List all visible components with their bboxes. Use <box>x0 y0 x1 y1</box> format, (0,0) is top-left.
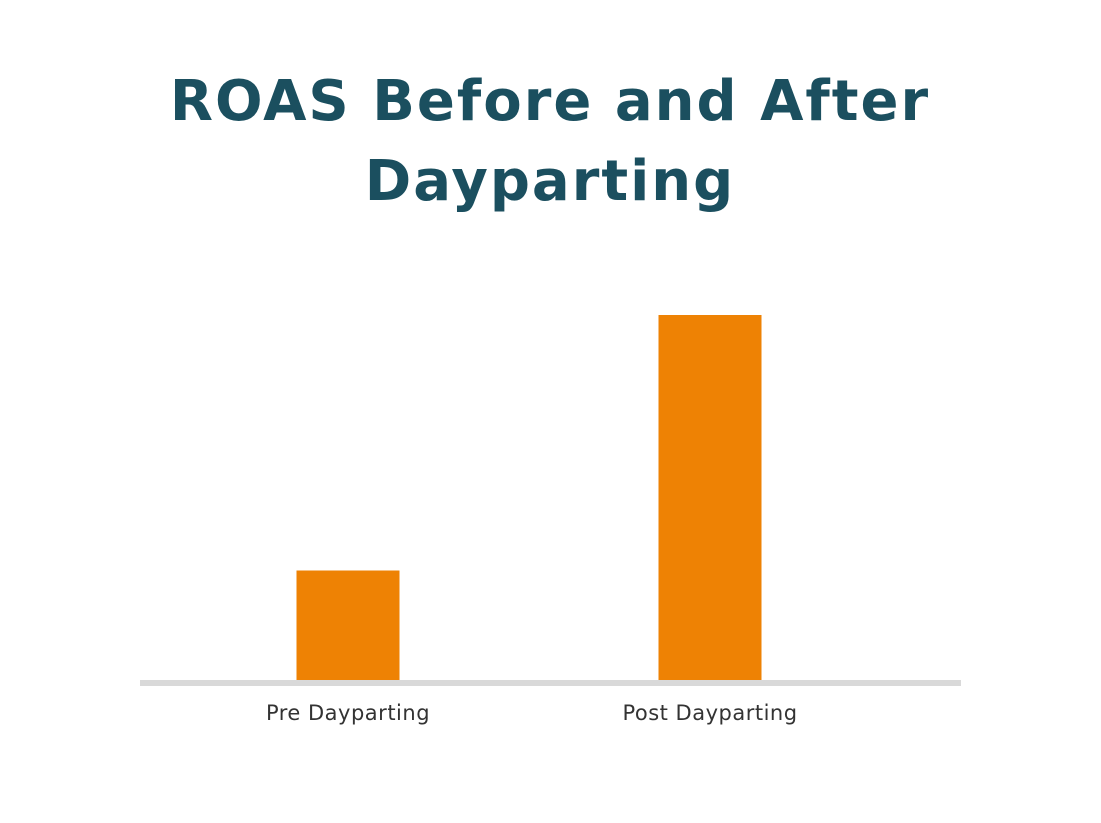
bar <box>658 315 762 680</box>
x-tick-label: Post Dayparting <box>622 701 797 725</box>
chart-title: ROAS Before and After Dayparting <box>169 69 931 214</box>
x-tick-label: Pre Dayparting <box>266 701 430 725</box>
bar <box>296 570 400 680</box>
